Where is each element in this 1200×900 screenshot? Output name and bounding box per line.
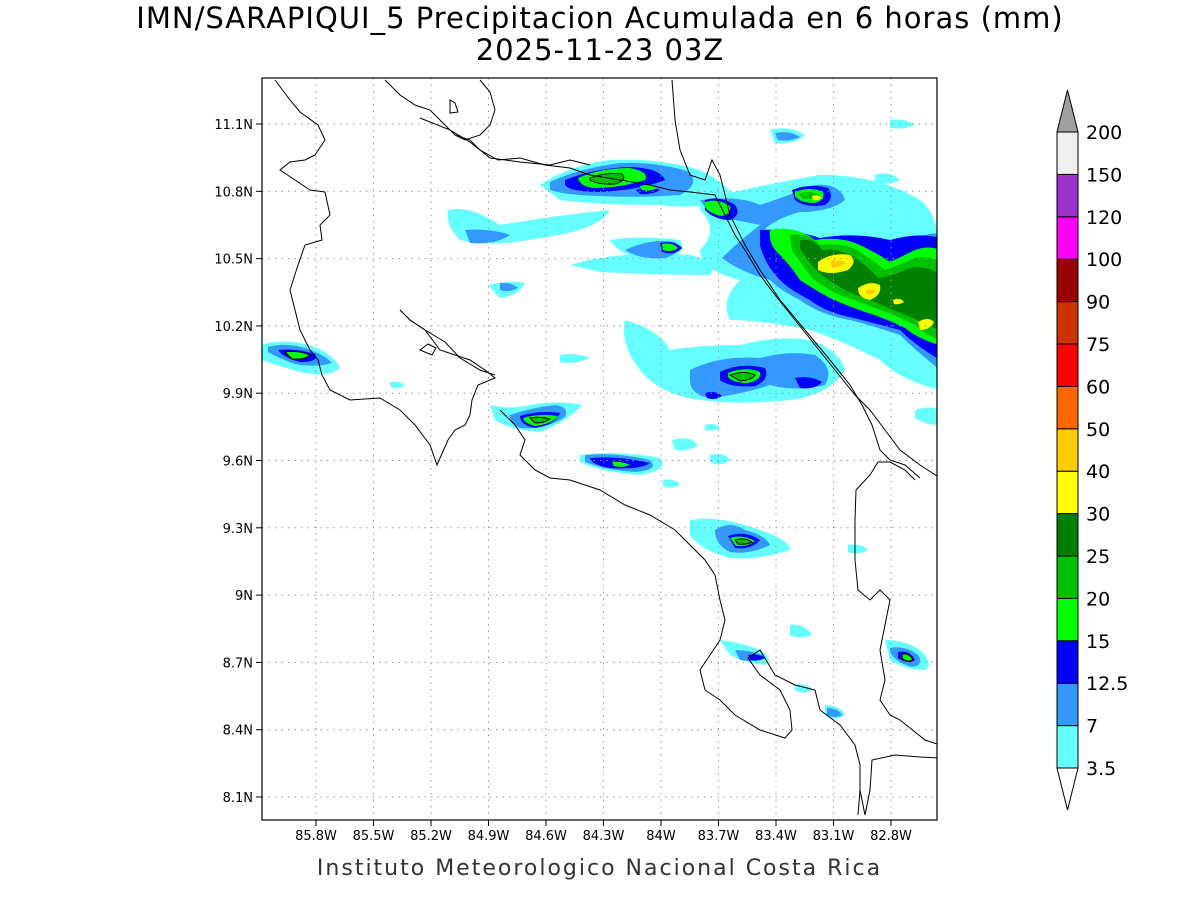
longitude-axis: 85.8W 85.5W 85.2W 84.9W 84.6W 84.3W 84W 83.7W 83… — [295, 820, 912, 844]
colorbar-label: 40 — [1086, 461, 1110, 483]
lon-tick-label: 83.7W — [698, 829, 740, 844]
colorbar-label: 25 — [1086, 546, 1110, 568]
colorbar-label: 20 — [1086, 588, 1110, 610]
precipitation-field — [262, 119, 937, 719]
colorbar-label: 75 — [1086, 334, 1110, 356]
colorbar-label: 15 — [1086, 631, 1110, 653]
lat-tick-label: 10.5N — [214, 253, 253, 268]
colorbar-swatch — [1056, 131, 1079, 175]
lon-tick-label: 84W — [646, 829, 676, 844]
colorbar-label: 200 — [1086, 122, 1122, 144]
colorbar-swatch — [1056, 301, 1079, 345]
lat-tick-label: 9.9N — [223, 387, 253, 402]
colorbar-swatch — [1056, 682, 1079, 727]
colorbar-swatch — [1056, 513, 1079, 557]
lat-tick-label: 10.2N — [214, 320, 253, 335]
colorbar-label: 12.5 — [1086, 673, 1128, 695]
lon-tick-label: 85.2W — [410, 829, 452, 844]
lat-tick-label: 10.8N — [214, 185, 253, 200]
colorbar-label: 60 — [1086, 376, 1110, 398]
colorbar-label: 120 — [1086, 207, 1122, 229]
latitude-axis: 11.1N 10.8N 10.5N 10.2N 9.9N 9.6N 9.3N 9N 8.7N 8.… — [214, 118, 262, 806]
lon-tick-label: 83.4W — [755, 829, 797, 844]
colorbar-label: 30 — [1086, 504, 1110, 526]
lat-tick-label: 8.1N — [223, 791, 253, 806]
lon-tick-label: 84.3W — [583, 829, 625, 844]
colorbar-swatch — [1056, 216, 1079, 260]
lon-tick-label: 85.5W — [353, 829, 395, 844]
credit-text: Instituto Meteorologico Nacional Costa R… — [316, 856, 883, 881]
lat-tick-label: 11.1N — [214, 118, 253, 133]
map-timestamp: 2025-11-23 03Z — [475, 33, 725, 67]
colorbar-label: 50 — [1086, 419, 1110, 441]
map-title: IMN/SARAPIQUI_5 Precipitacion Acumulada … — [136, 1, 1064, 35]
colorbar-label: 7 — [1086, 716, 1098, 738]
lon-tick-label: 84.6W — [525, 829, 567, 844]
colorbar-label: 90 — [1086, 292, 1110, 314]
lat-tick-label: 9N — [235, 589, 253, 604]
colorbar-swatch — [1056, 428, 1079, 472]
lon-tick-label: 83.1W — [813, 829, 855, 844]
coastline — [274, 79, 937, 816]
colorbar-swatch — [1056, 343, 1079, 387]
colorbar-swatch — [1056, 470, 1079, 515]
lat-tick-label: 9.3N — [223, 522, 253, 537]
colorbar-swatch — [1056, 725, 1079, 769]
colorbar-min-arrow — [1056, 767, 1079, 811]
colorbar-label: 3.5 — [1086, 758, 1116, 780]
plot-frame — [261, 77, 938, 821]
colorbar-legend: 3.5 7 12.5 15 20 25 30 40 50 60 75 90 100 120 150 200 — [1056, 89, 1128, 811]
lon-tick-label: 85.8W — [295, 829, 337, 844]
lat-tick-label: 8.4N — [223, 724, 253, 739]
colorbar-swatch — [1056, 173, 1079, 218]
lat-tick-label: 9.6N — [223, 455, 253, 470]
colorbar-swatch — [1056, 640, 1079, 684]
colorbar-swatch — [1056, 385, 1079, 430]
colorbar-swatch — [1056, 555, 1079, 599]
lon-tick-label: 84.9W — [468, 829, 510, 844]
colorbar-swatch — [1056, 597, 1079, 642]
colorbar-swatch — [1056, 258, 1079, 303]
lat-tick-label: 8.7N — [223, 656, 253, 671]
colorbar-label: 100 — [1086, 249, 1122, 271]
colorbar-label: 150 — [1086, 164, 1122, 186]
lon-tick-label: 82.8W — [870, 829, 912, 844]
colorbar-max-arrow — [1056, 89, 1079, 133]
